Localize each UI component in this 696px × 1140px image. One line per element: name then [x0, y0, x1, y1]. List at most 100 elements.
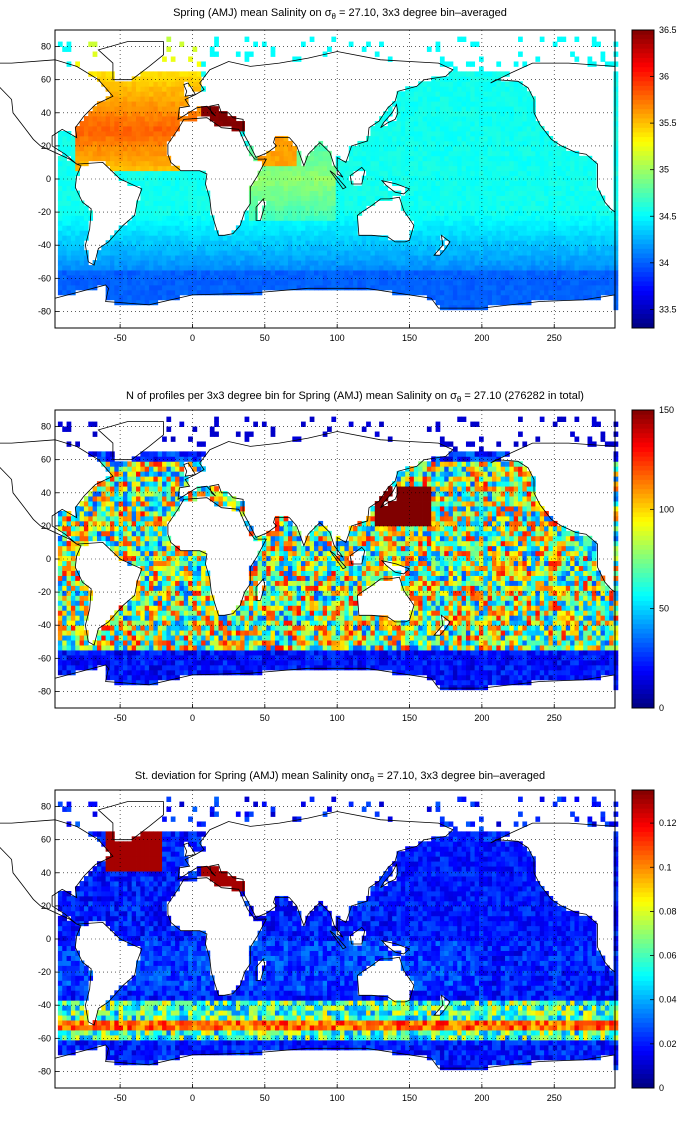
- data-cell: [114, 520, 120, 527]
- data-cell: [452, 71, 458, 77]
- data-cell: [370, 155, 376, 162]
- data-cell: [149, 195, 154, 201]
- data-cell: [318, 170, 324, 177]
- data-cell: [218, 240, 224, 246]
- data-cell: [452, 140, 458, 147]
- data-cell: [131, 235, 137, 241]
- data-cell: [422, 130, 428, 137]
- data-cell: [335, 250, 341, 256]
- data-cell: [57, 130, 63, 137]
- data-cell: [96, 506, 102, 512]
- data-cell: [353, 215, 358, 221]
- data-cell: [96, 481, 102, 487]
- data-cell: [309, 36, 315, 42]
- data-cell: [596, 235, 601, 241]
- data-cell: [244, 250, 250, 256]
- data-cell: [66, 610, 72, 616]
- data-cell: [205, 195, 211, 201]
- data-cell: [274, 135, 280, 142]
- data-cell: [444, 265, 449, 271]
- data-cell: [170, 71, 176, 77]
- data-cell: [552, 284, 558, 291]
- data-cell: [192, 275, 198, 281]
- data-cell: [392, 126, 397, 132]
- data-cell: [75, 545, 80, 552]
- data-cell: [496, 116, 502, 122]
- data-cell: [431, 245, 436, 251]
- data-cell: [500, 195, 506, 201]
- data-cell: [457, 210, 463, 216]
- data-cell: [557, 210, 562, 216]
- data-cell: [509, 130, 515, 137]
- data-cell: [131, 121, 137, 127]
- data-cell: [331, 165, 337, 172]
- data-cell: [279, 235, 285, 241]
- data-cell: [452, 86, 458, 92]
- data-cell: [452, 265, 458, 271]
- data-cell: [531, 185, 536, 191]
- data-cell: [109, 496, 115, 502]
- data-cell: [322, 190, 328, 196]
- data-cell: [465, 240, 471, 246]
- data-cell: [109, 659, 115, 666]
- data-cell: [539, 225, 545, 231]
- data-cell: [175, 111, 180, 117]
- data-cell: [522, 225, 528, 231]
- data-cell: [149, 200, 154, 206]
- data-cell: [500, 160, 506, 167]
- data-cell: [526, 170, 532, 177]
- data-cell: [136, 250, 141, 256]
- data-cell: [478, 230, 484, 236]
- data-cell: [266, 260, 272, 266]
- data-cell: [557, 150, 562, 157]
- data-cell: [457, 284, 463, 291]
- data-cell: [96, 145, 102, 152]
- data-cell: [431, 180, 436, 187]
- data-cell: [144, 265, 150, 271]
- data-cell: [548, 250, 554, 256]
- data-cell: [248, 200, 254, 206]
- data-cell: [496, 270, 502, 276]
- data-cell: [492, 175, 497, 182]
- data-cell: [279, 230, 285, 236]
- data-cell: [331, 185, 337, 191]
- data-cell: [300, 195, 306, 201]
- data-cell: [383, 155, 389, 162]
- data-cell: [166, 265, 172, 271]
- data-cell: [400, 195, 406, 201]
- data-cell: [544, 275, 549, 281]
- data-cell: [518, 245, 523, 251]
- colorbar-swatch: [632, 220, 654, 227]
- data-cell: [409, 235, 415, 241]
- data-cell: [509, 106, 515, 112]
- data-cell: [57, 225, 63, 231]
- data-cell: [409, 155, 415, 162]
- data-cell: [75, 155, 80, 162]
- data-cell: [287, 240, 293, 246]
- data-cell: [465, 270, 471, 276]
- data-cell: [62, 655, 67, 661]
- data-cell: [101, 135, 107, 142]
- data-cell: [218, 284, 224, 291]
- data-cell: [487, 111, 493, 117]
- data-cell: [518, 180, 523, 187]
- data-cell: [591, 210, 597, 216]
- data-cell: [327, 279, 332, 286]
- data-cell: [144, 215, 150, 221]
- data-cell: [244, 210, 250, 216]
- data-cell: [509, 116, 515, 122]
- data-cell: [75, 605, 80, 611]
- data-cell: [565, 220, 571, 226]
- data-cell: [531, 170, 536, 177]
- data-cell: [505, 71, 510, 77]
- data-cell: [435, 135, 441, 142]
- data-cell: [62, 640, 67, 646]
- data-cell: [426, 145, 432, 152]
- data-cell: [531, 155, 536, 162]
- data-cell: [552, 294, 558, 301]
- data-cell: [300, 275, 306, 281]
- data-cell: [492, 180, 497, 187]
- data-cell: [609, 215, 614, 221]
- data-cell: [518, 91, 523, 97]
- data-cell: [227, 235, 232, 241]
